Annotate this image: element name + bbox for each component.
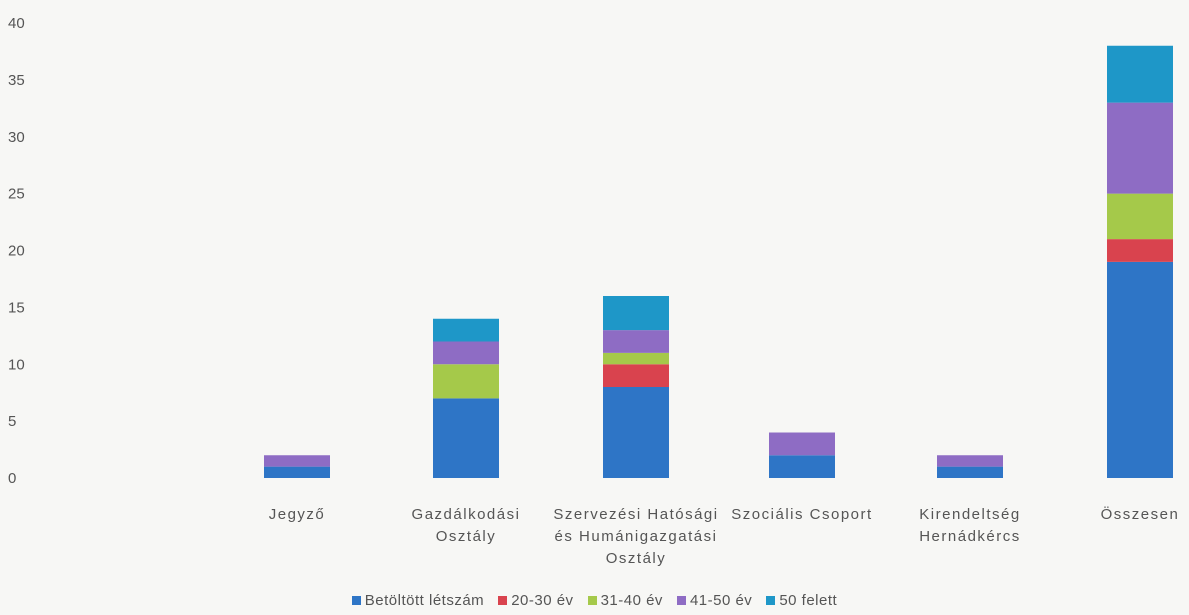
bar-segment [603, 364, 669, 387]
bar-segment [937, 455, 1003, 467]
bar-segment [433, 318, 499, 342]
legend-label: 20-30 év [511, 592, 574, 609]
bar-segment [1107, 261, 1173, 478]
y-tick-label: 30 [8, 129, 25, 146]
legend-item: 31-40 év [587, 592, 663, 609]
legend-swatch [587, 596, 597, 605]
bar-stack [433, 318, 499, 478]
bar-segment [603, 387, 669, 478]
y-tick-label: 5 [8, 413, 16, 430]
y-tick-label: 0 [8, 470, 16, 487]
y-tick-label: 25 [8, 186, 25, 203]
legend-swatch [766, 596, 776, 605]
x-category-label: Osztály [436, 528, 497, 545]
legend-item: 41-50 év [676, 592, 753, 609]
legend-label: 41-50 év [689, 592, 753, 609]
x-category-label: és Humánigazgatási [555, 528, 718, 545]
y-tick-label: 10 [8, 356, 25, 373]
bar-segment [1107, 193, 1173, 240]
legend-label: Betöltött létszám [364, 592, 485, 609]
bar-segment [603, 352, 669, 365]
y-tick-label: 20 [8, 243, 25, 260]
legend-label: 50 felett [779, 592, 838, 609]
bar-segment [1107, 102, 1173, 194]
bar-segment [769, 432, 835, 456]
y-tick-label: 15 [8, 299, 25, 316]
bar-segment [433, 341, 499, 365]
bar-segment [1107, 45, 1173, 103]
bar-stack [769, 432, 835, 478]
legend-item: 20-30 év [498, 592, 573, 609]
legend-swatch [498, 596, 508, 605]
x-category-label: Összesen [1101, 505, 1180, 523]
y-tick-label: 35 [8, 72, 25, 89]
bar-stack [1107, 45, 1173, 478]
chart-legend: Betöltött létszám 20-30 év 31-40 év 41-50 é… [0, 592, 1189, 609]
legend-item: Betöltött létszám [351, 592, 485, 609]
x-category-label: Hernádkércs [919, 528, 1021, 545]
bar-segment [603, 330, 669, 353]
bar-segment [769, 455, 835, 478]
bar-segment [1107, 239, 1173, 262]
x-category-label: Kirendeltség [919, 506, 1020, 523]
x-category-label: Osztály [606, 550, 667, 567]
bar-segment [433, 398, 499, 478]
bar-stack [937, 455, 1003, 478]
bar-segment [433, 364, 499, 399]
legend-swatch [351, 596, 361, 605]
bar-stack [264, 455, 330, 478]
chart-canvas: 0 5 10 15 20 25 30 35 40 Jegyző Gazdálkodási Osztál… [8, 15, 1180, 567]
bar-segment [264, 466, 330, 478]
x-category-label: Gazdálkodási [412, 506, 521, 523]
legend-item: 50 felett [766, 592, 837, 609]
bar-stack [603, 296, 669, 478]
x-category-label: Szervezési Hatósági [553, 506, 718, 523]
y-tick-label: 40 [8, 15, 25, 32]
legend-swatch [676, 596, 686, 605]
x-category-label: Jegyző [269, 506, 326, 523]
legend-label: 31-40 év [600, 592, 663, 609]
bar-segment [603, 296, 669, 331]
bar-segment [937, 466, 1003, 478]
bar-segment [264, 455, 330, 467]
x-category-label: Szociális Csoport [731, 506, 872, 523]
